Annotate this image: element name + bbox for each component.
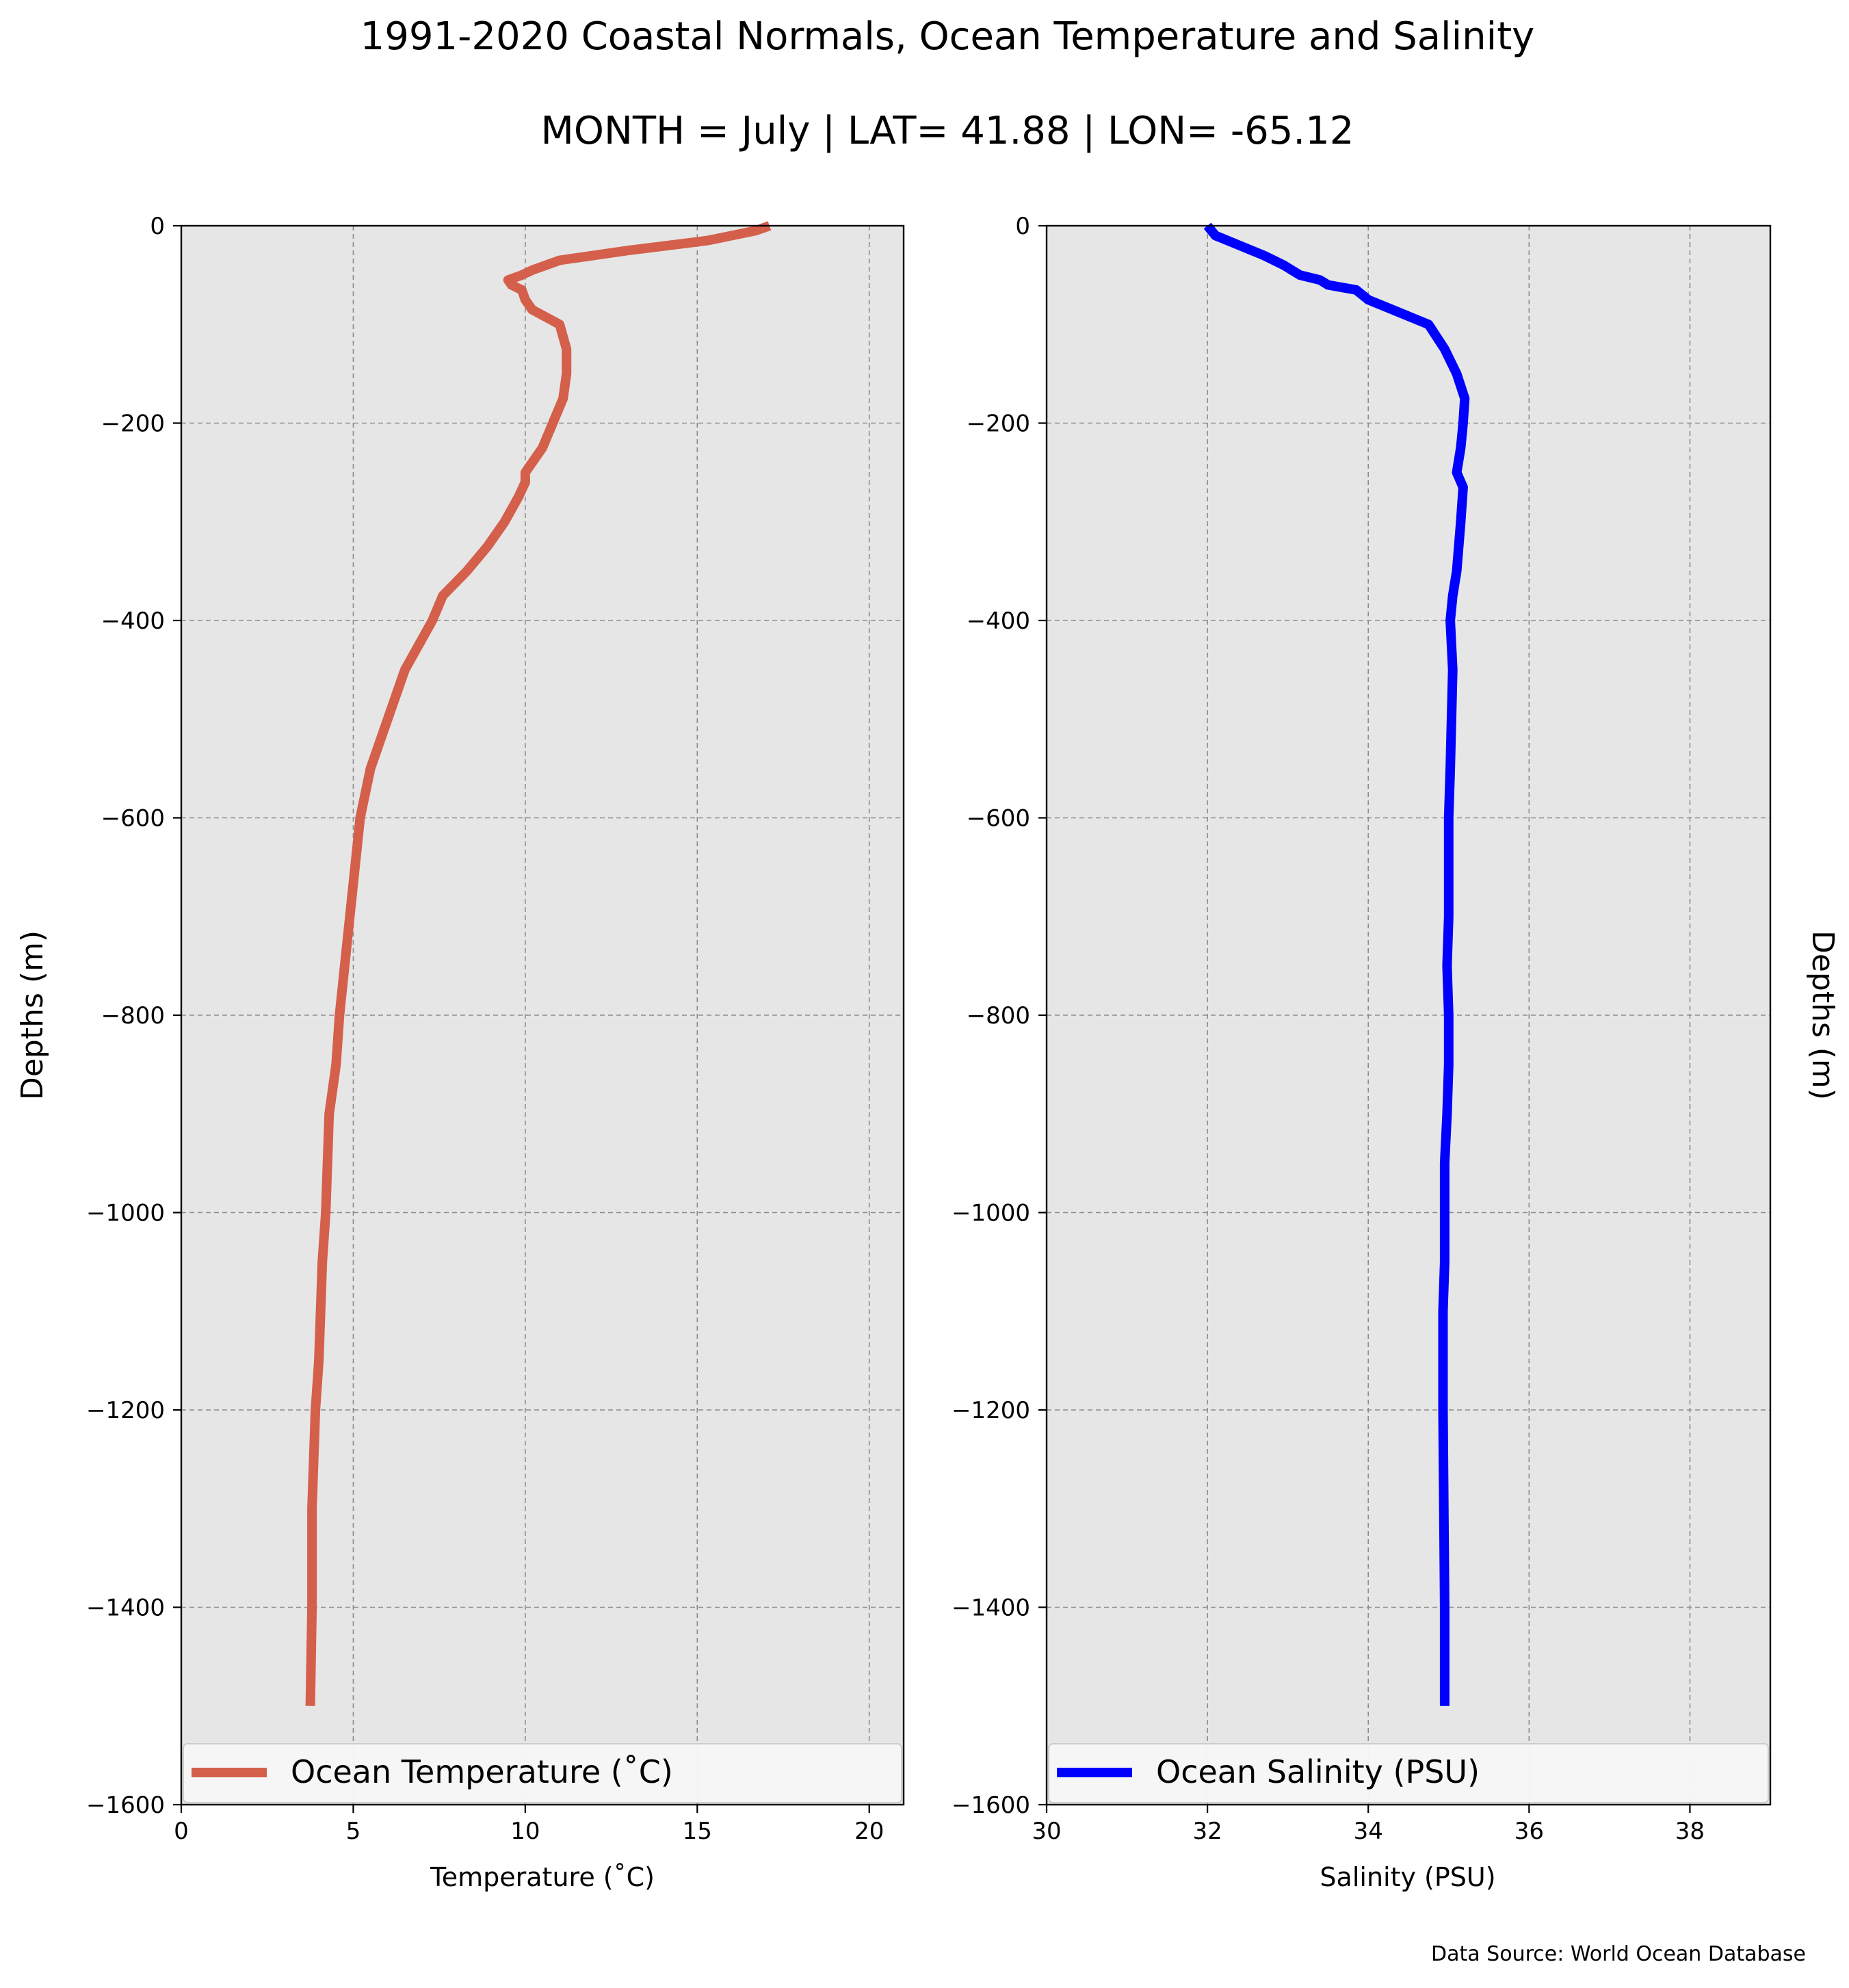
- salinity-y-tick-label: 0: [1015, 213, 1030, 240]
- temperature-x-tick-label: 10: [510, 1818, 540, 1845]
- salinity-legend-label: Ocean Salinity (PSU): [1156, 1753, 1480, 1790]
- temperature-legend-label: Ocean Temperature (˚C): [291, 1753, 673, 1790]
- salinity-x-tick-label: 34: [1354, 1818, 1383, 1845]
- salinity-right-y-axis-label: Depths (m): [1805, 930, 1840, 1100]
- salinity-y-tick-label: −1600: [952, 1792, 1030, 1819]
- temperature-y-tick-label: −400: [101, 607, 165, 635]
- temperature-y-tick-label: −1000: [86, 1200, 165, 1227]
- temperature-x-tick-label: 15: [683, 1818, 712, 1845]
- temperature-y-tick-label: −1200: [86, 1397, 165, 1424]
- chart-title: 1991-2020 Coastal Normals, Ocean Tempera…: [360, 14, 1535, 59]
- temperature-x-tick-label: 20: [854, 1818, 884, 1845]
- salinity-y-tick-label: −1400: [952, 1595, 1030, 1622]
- salinity-y-tick-label: −1000: [952, 1200, 1030, 1227]
- temperature-y-tick-label: −800: [101, 1002, 165, 1030]
- temperature-x-tick-label: 5: [346, 1818, 361, 1845]
- temperature-y-tick-label: −1600: [86, 1792, 165, 1819]
- temperature-y-tick-label: −1400: [86, 1595, 165, 1622]
- salinity-y-tick-label: −200: [967, 410, 1030, 438]
- salinity-x-tick-label: 38: [1675, 1818, 1705, 1845]
- salinity-x-axis-label: Salinity (PSU): [1320, 1862, 1495, 1892]
- salinity-panel: 30 32 34 36 38 0 −200 −400 −600 −800 −1000 −1200 −14…: [952, 213, 1840, 1892]
- data-source-note: Data Source: World Ocean Database: [1431, 1942, 1806, 1966]
- salinity-x-tick-label: 30: [1032, 1818, 1061, 1845]
- temperature-x-tick-label: 0: [174, 1818, 189, 1845]
- salinity-y-tick-label: −1200: [952, 1397, 1030, 1424]
- temperature-panel: 0 5 10 15 20 0 −200 −400 −600 −800 −1000 −1200 −1400…: [15, 213, 905, 1892]
- temperature-y-tick-label: −200: [101, 410, 165, 438]
- temperature-legend: Ocean Temperature (˚C): [183, 1743, 902, 1803]
- temperature-x-axis-label: Temperature (˚C): [430, 1862, 655, 1892]
- salinity-x-tick-label: 32: [1192, 1818, 1222, 1845]
- salinity-y-tick-label: −600: [967, 805, 1030, 833]
- salinity-x-tick-label: 36: [1514, 1818, 1544, 1845]
- temperature-y-axis-label: Depths (m): [15, 930, 50, 1100]
- salinity-y-tick-label: −400: [967, 607, 1030, 635]
- temperature-series-line: [305, 221, 772, 1706]
- chart-subtitle: MONTH = July | LAT= 41.88 | LON= -65.12: [541, 109, 1354, 153]
- salinity-y-tick-label: −800: [967, 1002, 1030, 1030]
- salinity-legend: Ocean Salinity (PSU): [1048, 1743, 1769, 1803]
- salinity-series-line: [1203, 222, 1470, 1706]
- temperature-y-tick-label: −600: [101, 805, 165, 833]
- temperature-y-tick-label: 0: [150, 213, 165, 240]
